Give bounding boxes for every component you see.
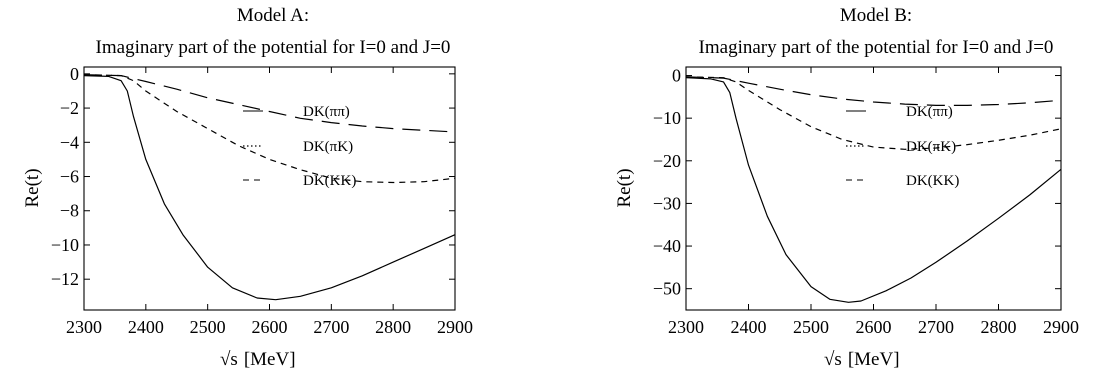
y-tick-label: −12: [51, 269, 79, 289]
y-tick-label: −50: [653, 279, 681, 299]
svg-text:√s[MeV]: √s [MeV]: [824, 349, 900, 370]
series-layer: [685, 76, 1062, 303]
legend-label: DK(ππ): [303, 104, 350, 120]
x-tick-label: 2400: [731, 317, 767, 337]
x-tick-label: 2300: [66, 317, 102, 337]
series-line-short-dash: [83, 74, 456, 184]
x-tick-label: 2300: [668, 317, 704, 337]
legend-label: DK(ππ): [906, 104, 953, 120]
x-tick-label: 2500: [190, 317, 226, 337]
legend: DK(ππ) DK(πK) DK(KK): [846, 104, 959, 189]
x-tick-label: 2600: [856, 317, 892, 337]
y-axis-label: Re(t): [22, 168, 43, 207]
x-axis-unit: [MeV]: [244, 349, 296, 370]
y-axis: 0 −2 −4 −6 −8 −10 −12: [51, 64, 455, 289]
y-tick-label: 0: [70, 64, 79, 84]
y-tick-label: −30: [653, 193, 681, 213]
y-tick-label: −8: [60, 201, 79, 221]
y-tick-label: −10: [51, 235, 79, 255]
series-line-short-dash: [685, 76, 1062, 150]
x-axis: 2300 2400 2500 2600 2700 2800 2900: [668, 67, 1079, 337]
series-line-total: [83, 75, 456, 301]
y-axis-label: Re(t): [614, 168, 635, 207]
legend: DK(ππ) DK(πK) DK(KK): [243, 104, 356, 189]
chart-title: Model B:: [840, 5, 912, 26]
x-tick-label: 2700: [918, 317, 954, 337]
y-tick-label: 0: [672, 66, 681, 86]
plot-frame: [685, 66, 1062, 311]
x-axis-unit: [MeV]: [848, 349, 900, 370]
x-tick-label: 2700: [313, 317, 349, 337]
sqrt-symbol: √s: [220, 349, 238, 370]
chart-subtitle: Imaginary part of the potential for I=0 …: [96, 37, 451, 58]
x-tick-label: 2500: [793, 317, 829, 337]
x-tick-label: 2600: [252, 317, 288, 337]
y-tick-label: −20: [653, 151, 681, 171]
y-tick-label: −40: [653, 236, 681, 256]
plot-frame: [83, 66, 456, 311]
chart-subtitle: Imaginary part of the potential for I=0 …: [699, 37, 1054, 58]
x-tick-label: 2800: [375, 317, 411, 337]
series-line-long-dash: [685, 76, 1062, 107]
x-tick-label: 2800: [981, 317, 1017, 337]
y-axis: 0 −10 −20 −30 −40 −50: [653, 66, 1061, 299]
legend-label: DK(KK): [303, 173, 356, 189]
chart-title: Model A:: [237, 5, 309, 26]
legend-label: DK(πK): [906, 139, 956, 155]
legend-label: DK(πK): [303, 139, 353, 155]
y-tick-label: −2: [60, 98, 79, 118]
panel-model-a: Model A: Imaginary part of the potential…: [22, 5, 473, 370]
legend-label: DK(KK): [906, 173, 959, 189]
sqrt-symbol: √s: [824, 349, 842, 370]
svg-text:√s[MeV]: √s [MeV]: [220, 349, 296, 370]
x-axis: 2300 2400 2500 2600 2700 2800 2900: [66, 67, 473, 337]
series-layer: [83, 74, 456, 301]
x-tick-label: 2400: [128, 317, 164, 337]
y-tick-label: −6: [60, 167, 79, 187]
series-line-total: [685, 77, 1062, 303]
x-tick-label: 2900: [437, 317, 473, 337]
x-tick-label: 2900: [1043, 317, 1079, 337]
panel-model-b: Model B: Imaginary part of the potential…: [614, 5, 1079, 370]
x-axis-label: √s [MeV]: [220, 349, 296, 370]
series-line-long-dash: [83, 74, 456, 133]
y-tick-label: −4: [60, 132, 79, 152]
x-axis-label: √s [MeV]: [824, 349, 900, 370]
y-tick-label: −10: [653, 108, 681, 128]
